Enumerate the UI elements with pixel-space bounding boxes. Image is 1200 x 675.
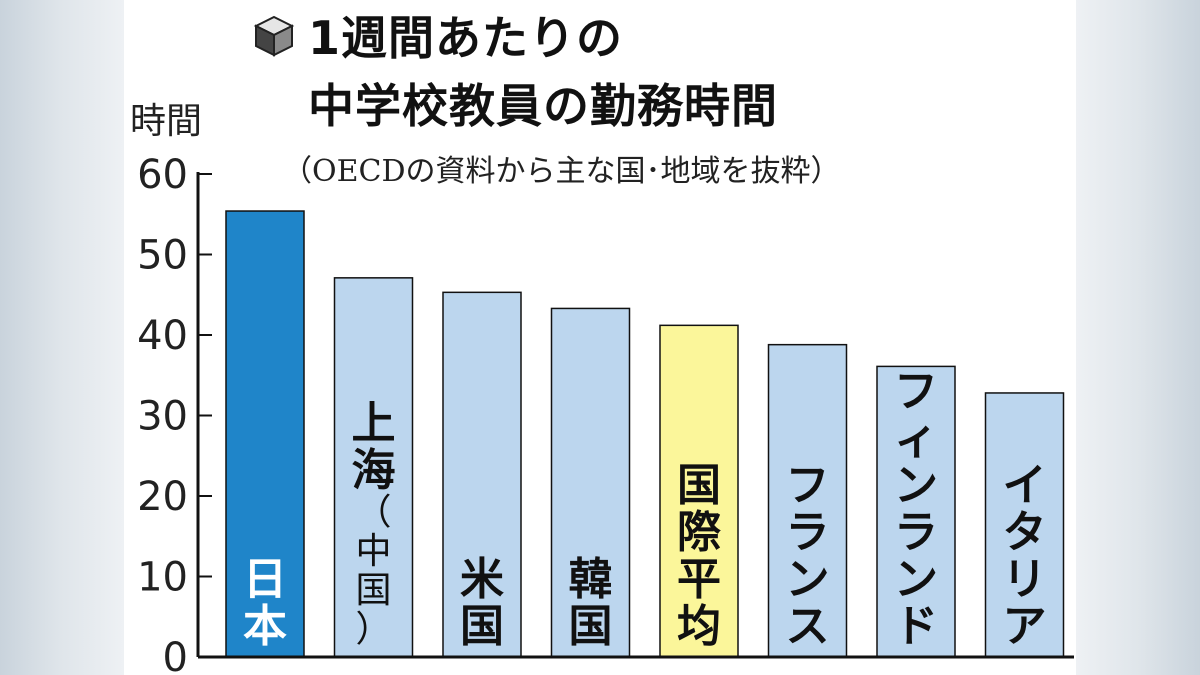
y-tick-label: 40 — [137, 313, 188, 359]
bar-category-label: ス — [786, 601, 830, 652]
bar-category-label: 海 — [352, 445, 396, 496]
bar-category-label: ン — [894, 554, 938, 605]
bar-category-label: 際 — [677, 507, 721, 558]
bar — [876, 365, 956, 658]
bar — [767, 343, 848, 658]
bar-category-label: 均 — [677, 601, 721, 652]
bar-category-label: イ — [1003, 460, 1047, 511]
y-tick-label: 10 — [137, 555, 188, 601]
bar-category-label: フ — [786, 460, 830, 511]
y-tick-label: 30 — [137, 394, 188, 440]
bar-category-label: ア — [1003, 601, 1047, 652]
bar-category-label: ラ — [894, 507, 938, 558]
bar-category-label: （ — [355, 492, 391, 533]
bar-category-label: 上 — [352, 398, 396, 449]
bar-category-label: ィ — [894, 413, 938, 464]
bar-category-label: 平 — [677, 554, 721, 605]
bar — [550, 307, 631, 658]
bar-category-label: 国 — [460, 601, 504, 652]
cube-icon — [253, 15, 295, 57]
y-tick-label: 60 — [137, 152, 188, 198]
bar-category-label: 中 — [355, 531, 391, 572]
bar-category-label: ） — [355, 609, 391, 650]
bar-category-label: ン — [894, 460, 938, 511]
bar-category-label: ン — [786, 554, 830, 605]
chart-title-line-2: 中学校教員の勤務時間 — [308, 79, 778, 133]
bar-category-label: 国 — [569, 601, 613, 652]
y-tick-label: 20 — [137, 474, 188, 520]
bar — [659, 324, 739, 658]
y-tick-label: 0 — [163, 635, 188, 675]
bar-category-label: 日 — [243, 554, 287, 605]
y-tick-label: 50 — [137, 233, 188, 279]
bar-category-label: 本 — [243, 601, 287, 652]
bar-category-label: フ — [894, 366, 938, 417]
bar-category-label: 韓 — [569, 554, 613, 605]
y-axis-label: 時間 — [130, 101, 203, 142]
bar-category-label: ラ — [786, 507, 830, 558]
bar-category-label: 米 — [460, 554, 504, 605]
chart-title-line-1: 1週間あたりの — [308, 11, 624, 65]
bar-category-label: リ — [1003, 554, 1047, 605]
bar-category-label: 国 — [355, 570, 391, 611]
bar-category-label: タ — [1003, 507, 1047, 558]
bar-chart: 0102030405060本日）国中（海上国米国韓均平際国スンラフドンランィフア… — [137, 152, 1074, 675]
bar-category-label: ド — [894, 601, 938, 652]
bar — [984, 392, 1065, 658]
bar — [225, 210, 305, 658]
chart-panel: 1週間あたりの 中学校教員の勤務時間 （OECDの資料から主な国･地域を抜粋） … — [124, 0, 1076, 675]
chart-subtitle: （OECDの資料から主な国･地域を抜粋） — [282, 154, 841, 189]
bar-category-label: 国 — [677, 460, 721, 511]
